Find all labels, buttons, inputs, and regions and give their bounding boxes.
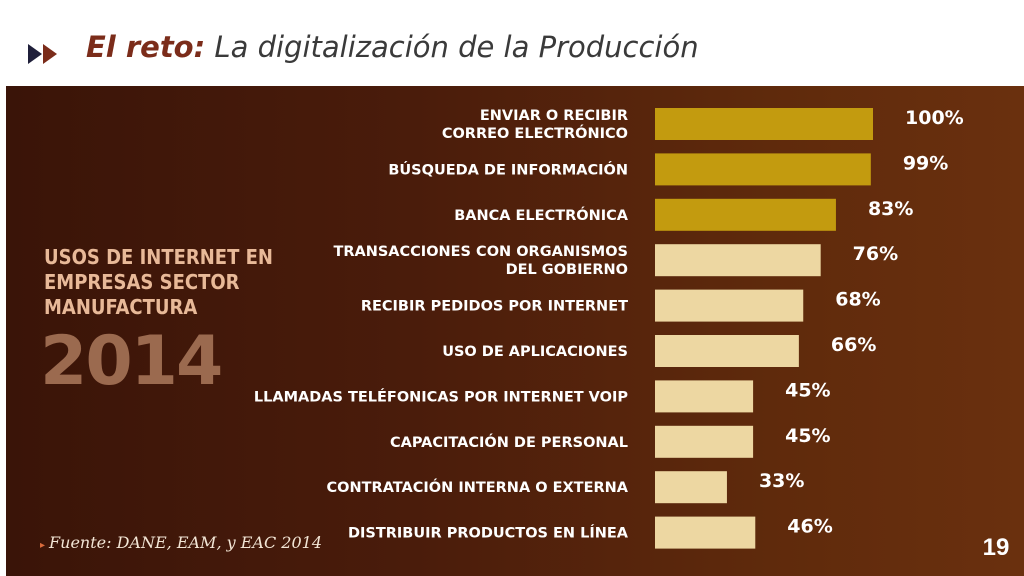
source-note: ▸ Fuente: DANE, EAM, y EAC 2014 [40, 533, 322, 552]
infographic-year: 2014 [40, 322, 223, 401]
bar-6 [655, 335, 799, 367]
bar-9 [655, 471, 727, 504]
value-label-5: 68% [835, 289, 880, 311]
value-label-10: 46% [787, 516, 832, 538]
bar-5 [655, 289, 804, 322]
page-number: 19 [982, 534, 1010, 561]
category-label-9: CONTRATACIÓN INTERNA O EXTERNA [327, 478, 629, 496]
bar-10 [655, 516, 756, 549]
category-label-7: LLAMADAS TELÉFONICAS POR INTERNET VOIP [254, 388, 628, 405]
bar-3 [655, 198, 836, 231]
category-label-1: ENVIAR O RECIBIR [480, 108, 628, 124]
slide-title: El reto: La digitalización de la Producc… [86, 30, 699, 64]
source-text: Fuente: DANE, EAM, y EAC 2014 [49, 533, 323, 552]
value-label-7: 45% [785, 379, 830, 401]
category-label-10: DISTRIBUIR PRODUCTOS EN LÍNEA [348, 525, 629, 542]
category-label-4: DEL GOBIERNO [506, 262, 628, 278]
bar-7 [655, 380, 754, 413]
double-play-arrows-icon [28, 44, 57, 64]
value-label-3: 83% [868, 198, 913, 220]
slide-header: El reto: La digitalización de la Producc… [0, 0, 1024, 86]
bar-1 [655, 108, 873, 140]
bar-2 [655, 153, 871, 186]
bullet-icon: ▸ [40, 540, 46, 551]
infographic-title: Usos de Internet en empresas sector manu… [44, 245, 273, 319]
bar-4 [655, 244, 821, 277]
category-label-1: CORREO ELECTRÓNICO [442, 124, 628, 142]
bar-8 [655, 425, 754, 458]
slide-title-accent: El reto: [86, 30, 206, 64]
value-label-2: 99% [903, 152, 948, 174]
category-label-2: BÚSQUEDA DE INFORMACIÓN [388, 160, 628, 178]
category-label-6: USO DE APLICACIONES [442, 344, 628, 360]
value-label-4: 76% [853, 243, 898, 265]
value-label-1: 100% [905, 107, 964, 129]
slide-title-text: La digitalización de la Producción [214, 30, 699, 64]
value-label-6: 66% [831, 334, 876, 356]
category-label-5: RECIBIR PEDIDOS POR INTERNET [361, 299, 628, 315]
category-label-4: TRANSACCIONES CON ORGANISMOS [333, 244, 628, 260]
value-label-9: 33% [759, 470, 804, 492]
category-label-8: CAPACITACIÓN DE PERSONAL [390, 433, 628, 451]
value-label-8: 45% [785, 425, 830, 447]
category-label-3: BANCA ELECTRÓNICA [454, 206, 629, 224]
